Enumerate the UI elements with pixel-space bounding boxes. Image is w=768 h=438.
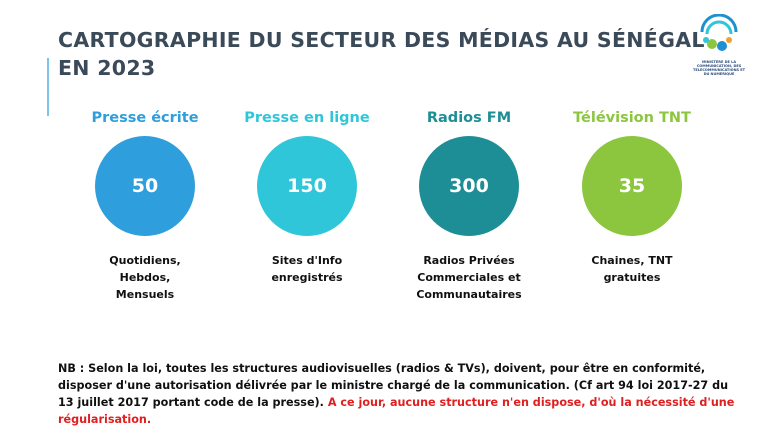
title: EN 2023	[58, 56, 156, 80]
item-description: Chaines, TNT gratuites	[547, 252, 717, 286]
description-line: Quotidiens,	[109, 254, 181, 267]
title: CARTOGRAPHIE DU SECTEUR DES MÉDIAS AU SÉ…	[58, 28, 705, 52]
note-highlight: A ce jour, aucune structure n'en dispose…	[58, 396, 735, 426]
description-line: Mensuels	[115, 288, 175, 301]
logo-text: MINISTERE DE LA COMMUNICATION, DES TELEC…	[692, 60, 746, 76]
media-item: Presse écrite 50 Quotidiens, Hebdos, Mensuel…	[60, 110, 230, 310]
item-label: Radios FM	[426, 110, 512, 126]
value-circle: 300	[419, 136, 519, 236]
item-description: Radios Privées Commerciales et Communautai…	[384, 252, 554, 303]
logo: MINISTERE DE LA COMMUNICATION, DES TELEC…	[692, 13, 746, 76]
item-label: Presse écrite	[91, 110, 199, 126]
item-label: Télévision TNT	[573, 110, 691, 126]
description-line: Radios Privées	[423, 254, 515, 267]
description-line: Chaines, TNT	[591, 254, 673, 267]
description-line: gratuites	[603, 271, 661, 284]
item-description: Sites d'Info enregistrés	[222, 252, 392, 286]
description-line: enregistrés	[271, 271, 343, 284]
description-line: Hebdos,	[119, 271, 171, 284]
media-item: Télévision TNT 35 Chaines, TNT gratuites	[547, 110, 717, 310]
item-description: Quotidiens, Hebdos, Mensuels	[60, 252, 230, 303]
description-line: Commerciales et	[417, 271, 521, 284]
accent-bar	[47, 58, 49, 116]
description-line: Sites d'Info	[271, 254, 343, 267]
note-text: NB : Selon la loi, toutes les structures…	[58, 362, 729, 409]
logo-icon	[700, 13, 738, 51]
value-circle: 50	[95, 136, 195, 236]
media-item: Radios FM 300 Radios Privées Commerciales e…	[384, 110, 554, 310]
description-line: Communautaires	[416, 288, 522, 301]
value-circle: 150	[257, 136, 357, 236]
media-item: Presse en ligne 150 Sites d'Info enregistré…	[222, 110, 392, 310]
item-label: Presse en ligne	[244, 110, 370, 126]
value-circle: 35	[582, 136, 682, 236]
note: NB : Selon la loi, toutes les structures…	[58, 360, 738, 428]
